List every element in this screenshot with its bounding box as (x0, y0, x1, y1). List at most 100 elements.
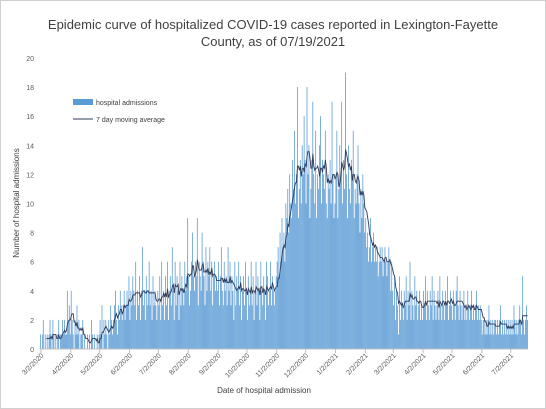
bar (346, 174, 347, 349)
x-axis: 3/2/2020 4/2/2020 5/2/2020 6/2/2020 7/2/2020… (21, 348, 528, 379)
bar (145, 276, 147, 349)
bar (70, 290, 72, 349)
bar (492, 319, 494, 349)
bar (193, 276, 194, 349)
bar (172, 290, 174, 349)
bar (252, 276, 254, 349)
bar (183, 305, 185, 349)
bar (286, 218, 288, 349)
bar (146, 305, 148, 349)
bar (221, 290, 223, 349)
bar (451, 305, 452, 349)
bar (306, 87, 308, 349)
bar (155, 305, 157, 349)
bar (207, 261, 209, 349)
bar (471, 290, 472, 349)
bar (129, 319, 131, 349)
bar (277, 247, 279, 349)
bar (269, 290, 270, 349)
bar (91, 334, 93, 349)
bar (194, 261, 196, 349)
bar (296, 87, 298, 349)
bar (325, 203, 327, 349)
bar (147, 290, 149, 349)
bar (514, 319, 516, 349)
x-tick-label: 3/2/2020 (21, 352, 45, 376)
bar (125, 305, 127, 349)
legend-label-average: 7 day moving average (96, 117, 165, 124)
bar (387, 261, 389, 349)
bar (189, 305, 190, 349)
bar (74, 319, 76, 349)
bar (186, 276, 188, 349)
bar (261, 290, 263, 349)
bar (389, 261, 391, 349)
x-tick-label: 5/2/2020 (80, 352, 104, 376)
bar (211, 261, 213, 349)
bar (106, 334, 108, 349)
bar (354, 188, 356, 349)
bar (244, 305, 245, 349)
bar (298, 188, 300, 349)
bar (138, 305, 139, 349)
bar (416, 290, 418, 349)
x-tick-label: 3/2/2021 (373, 352, 397, 376)
bar (412, 305, 414, 349)
bar (210, 290, 212, 349)
bar (386, 276, 388, 349)
bar (522, 276, 524, 349)
x-tick-label: 8/2/2020 (168, 352, 192, 376)
bar (385, 261, 387, 349)
bar (367, 232, 369, 349)
bar (420, 319, 421, 349)
bar (464, 319, 466, 349)
bar (320, 116, 321, 349)
bar (383, 261, 385, 349)
bar (459, 290, 461, 349)
y-tick-label: 8 (30, 231, 34, 238)
bar (176, 276, 178, 349)
bar (220, 247, 222, 349)
bar (46, 334, 48, 349)
x-tick-label: 9/2/2020 (198, 352, 222, 376)
bar (506, 334, 508, 349)
x-tick-label: 4/2/2021 (403, 352, 427, 376)
bar (41, 334, 43, 349)
bar (124, 319, 126, 349)
bar (214, 261, 216, 349)
bar (407, 290, 409, 349)
bar (348, 188, 350, 349)
bar (179, 261, 181, 349)
bar (153, 305, 155, 349)
bar (49, 319, 51, 349)
bar (71, 319, 73, 349)
bar (505, 319, 507, 349)
bar (218, 261, 219, 349)
bar (447, 276, 448, 349)
bar (317, 174, 318, 349)
bar (523, 319, 524, 349)
bar (374, 247, 376, 349)
bar (520, 319, 522, 349)
bar (406, 319, 408, 349)
bar (480, 319, 482, 349)
bar (399, 276, 400, 349)
y-tick-label: 10 (26, 202, 34, 209)
bar (388, 247, 390, 349)
bar (137, 290, 138, 349)
bar (355, 203, 357, 349)
bar (322, 159, 323, 349)
bar (235, 305, 237, 349)
bar (99, 319, 101, 349)
bar (466, 319, 468, 349)
bar (347, 218, 348, 349)
bar (441, 319, 443, 349)
bar (430, 305, 432, 349)
bar (450, 290, 451, 349)
bar (462, 305, 464, 349)
bar (285, 203, 287, 349)
x-tick-label: 2/2/2021 (345, 352, 369, 376)
bar (132, 276, 134, 349)
bar (48, 334, 50, 349)
bar (274, 290, 276, 349)
